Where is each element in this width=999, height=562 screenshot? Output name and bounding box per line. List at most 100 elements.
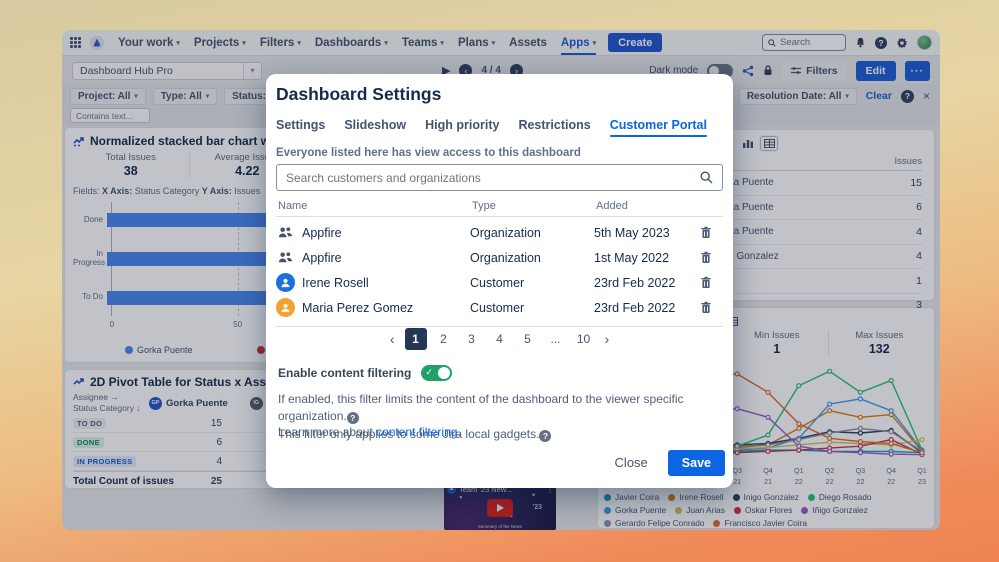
filter-chip[interactable]: Type: All ▾ bbox=[152, 87, 218, 105]
legend-item[interactable]: Gorka Puente bbox=[604, 505, 666, 515]
legend-item[interactable]: Irene Rosell bbox=[668, 492, 724, 502]
user-avatar[interactable] bbox=[917, 35, 932, 50]
pagination-page[interactable]: 5 bbox=[517, 328, 539, 350]
filter-bar-right: ▾ Resolution Date: All ▾ Clear ? × bbox=[710, 87, 930, 105]
nav-item[interactable]: Your work ▾ bbox=[118, 36, 180, 49]
nav-item[interactable]: Assets ▾ bbox=[509, 36, 547, 49]
legend-item[interactable]: Javier Coira bbox=[604, 492, 659, 502]
modal-tab[interactable]: Slideshow bbox=[344, 118, 406, 137]
resolution-date-chip[interactable]: Resolution Date: All ▾ bbox=[738, 87, 857, 105]
modal-tab[interactable]: High priority bbox=[425, 118, 499, 137]
modal-tab[interactable]: Settings bbox=[276, 118, 325, 137]
contains-text-input[interactable] bbox=[70, 108, 150, 123]
row-axis-label: Assignee → bbox=[73, 392, 119, 402]
inline-help-icon[interactable]: ? bbox=[539, 429, 552, 442]
access-rows: Appfire Organization 5th May 2023 Ap bbox=[276, 217, 723, 327]
status-badge: IN PROGRESS bbox=[73, 455, 137, 467]
global-search[interactable] bbox=[762, 34, 846, 51]
nav-item[interactable]: Teams ▾ bbox=[401, 36, 444, 49]
entity-avatar bbox=[276, 298, 295, 317]
chart-icon bbox=[73, 137, 84, 147]
svg-text:Q3: Q3 bbox=[732, 466, 742, 475]
clear-filters-link[interactable]: Clear bbox=[865, 90, 892, 102]
col-header-added: Added bbox=[596, 200, 628, 212]
pagination-page[interactable]: 2 bbox=[433, 328, 455, 350]
modal-tab[interactable]: Customer Portal bbox=[609, 118, 708, 137]
nav-item[interactable]: Projects ▾ bbox=[193, 36, 246, 49]
help-icon[interactable]: ? bbox=[875, 36, 887, 49]
delete-icon[interactable] bbox=[700, 251, 723, 264]
video-channel-logo[interactable]: ▲ bbox=[447, 485, 456, 494]
nav-item[interactable]: Dashboards ▾ bbox=[314, 36, 388, 49]
next-page-button[interactable]: › bbox=[509, 64, 523, 77]
svg-text:Q4: Q4 bbox=[763, 466, 773, 475]
customer-search-input[interactable] bbox=[286, 170, 694, 185]
legend-item[interactable]: Francisco Javier Coira bbox=[713, 518, 807, 528]
table-row: Gorka Puente 15 bbox=[608, 171, 922, 196]
edit-button[interactable]: Edit bbox=[855, 60, 896, 81]
dashboard-select[interactable]: Dashboard Hub Pro ▾ bbox=[72, 61, 262, 80]
inline-help-icon[interactable]: ? bbox=[346, 412, 359, 425]
pagination-prev-icon[interactable]: ‹ bbox=[386, 331, 399, 347]
svg-text:21: 21 bbox=[764, 477, 772, 486]
legend-item[interactable]: Diego Rosado bbox=[807, 492, 872, 502]
delete-icon[interactable] bbox=[700, 276, 723, 289]
issues-header: Issues bbox=[894, 156, 922, 167]
more-options-button[interactable]: ··· bbox=[904, 60, 930, 81]
lock-icon[interactable] bbox=[763, 65, 773, 76]
nav-item[interactable]: Filters ▾ bbox=[259, 36, 301, 49]
legend-dot bbox=[668, 493, 676, 501]
svg-text:Q3: Q3 bbox=[856, 466, 866, 475]
video-menu-icon[interactable]: ⋮ bbox=[546, 485, 554, 494]
svg-text:22: 22 bbox=[795, 477, 803, 486]
customer-search[interactable] bbox=[276, 164, 723, 191]
nav-item[interactable]: Plans ▾ bbox=[457, 36, 496, 49]
chevron-down-icon: ▾ bbox=[205, 93, 210, 100]
table-view-button[interactable] bbox=[760, 135, 778, 151]
notifications-bell-icon[interactable] bbox=[855, 37, 866, 48]
content-filtering-link[interactable]: content filtering bbox=[376, 425, 458, 439]
pagination-page[interactable]: 3 bbox=[461, 328, 483, 350]
chevron-down-icon: ▾ bbox=[440, 39, 444, 47]
pagination-page[interactable]: 10 bbox=[573, 328, 595, 350]
filters-button[interactable]: Filters bbox=[782, 60, 847, 81]
legend-item[interactable]: Inigo Gonzalez bbox=[732, 492, 799, 502]
legend-dot bbox=[256, 346, 265, 354]
status-badge: DONE bbox=[73, 436, 104, 448]
save-button[interactable]: Save bbox=[667, 449, 725, 476]
close-button[interactable]: Close bbox=[603, 449, 660, 476]
content-filtering-toggle[interactable]: ✓ bbox=[421, 365, 453, 381]
legend-item[interactable]: Juan Arias bbox=[675, 505, 725, 515]
delete-icon[interactable] bbox=[700, 301, 723, 314]
pagination-page[interactable]: 4 bbox=[489, 328, 511, 350]
legend-item[interactable]: Oskar Flores bbox=[733, 505, 792, 515]
legend-item[interactable]: Gorka Puente bbox=[125, 345, 193, 355]
access-table: Name Type Added Appfire Organization 5th… bbox=[276, 198, 723, 327]
delete-icon[interactable] bbox=[700, 226, 723, 239]
filter-chip[interactable]: Project: All ▾ bbox=[70, 87, 146, 105]
modal-tab[interactable]: Restrictions bbox=[518, 118, 590, 137]
chart-stats: Total Issues 38 Average Issues 4.22 bbox=[73, 152, 305, 178]
play-button[interactable]: ▶ bbox=[442, 65, 451, 77]
nav-item[interactable]: Apps ▾ bbox=[560, 30, 597, 55]
global-search-input[interactable] bbox=[780, 37, 838, 48]
pagination-page[interactable]: ... bbox=[545, 328, 567, 350]
create-button[interactable]: Create bbox=[608, 33, 663, 52]
legend-item[interactable]: Gerardo Felipe Conrado bbox=[604, 518, 704, 528]
jira-logo-icon[interactable] bbox=[90, 35, 104, 50]
app-switcher-icon[interactable] bbox=[70, 36, 82, 49]
legend-item[interactable]: Iñigo Gonzalez bbox=[801, 505, 868, 515]
legend-dot bbox=[604, 519, 611, 527]
bar-view-button[interactable] bbox=[739, 136, 757, 151]
entity-avatar bbox=[276, 273, 295, 292]
pagination-next-icon[interactable]: › bbox=[601, 331, 614, 347]
toggle-description: If enabled, this filter limits the conte… bbox=[278, 392, 684, 442]
prev-page-button[interactable]: ‹ bbox=[459, 64, 473, 77]
share-icon[interactable] bbox=[742, 65, 754, 77]
video-play-button[interactable] bbox=[487, 498, 513, 517]
svg-text:21: 21 bbox=[733, 477, 741, 486]
close-filters-icon[interactable]: × bbox=[922, 89, 930, 103]
settings-gear-icon[interactable] bbox=[896, 37, 908, 49]
pagination-page[interactable]: 1 bbox=[404, 328, 427, 350]
filter-help-icon[interactable]: ? bbox=[900, 89, 914, 103]
